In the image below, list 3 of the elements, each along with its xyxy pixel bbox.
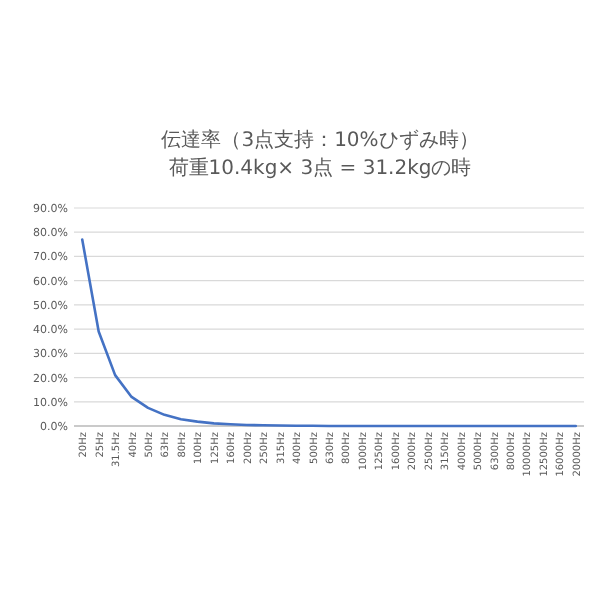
- line-series: [80, 238, 578, 428]
- chart-title: 伝達率（3点支持：10%ひずみ時）: [161, 128, 479, 152]
- chart-subtitle: 荷重10.4kg× 3点 = 31.2kgの時: [168, 156, 472, 180]
